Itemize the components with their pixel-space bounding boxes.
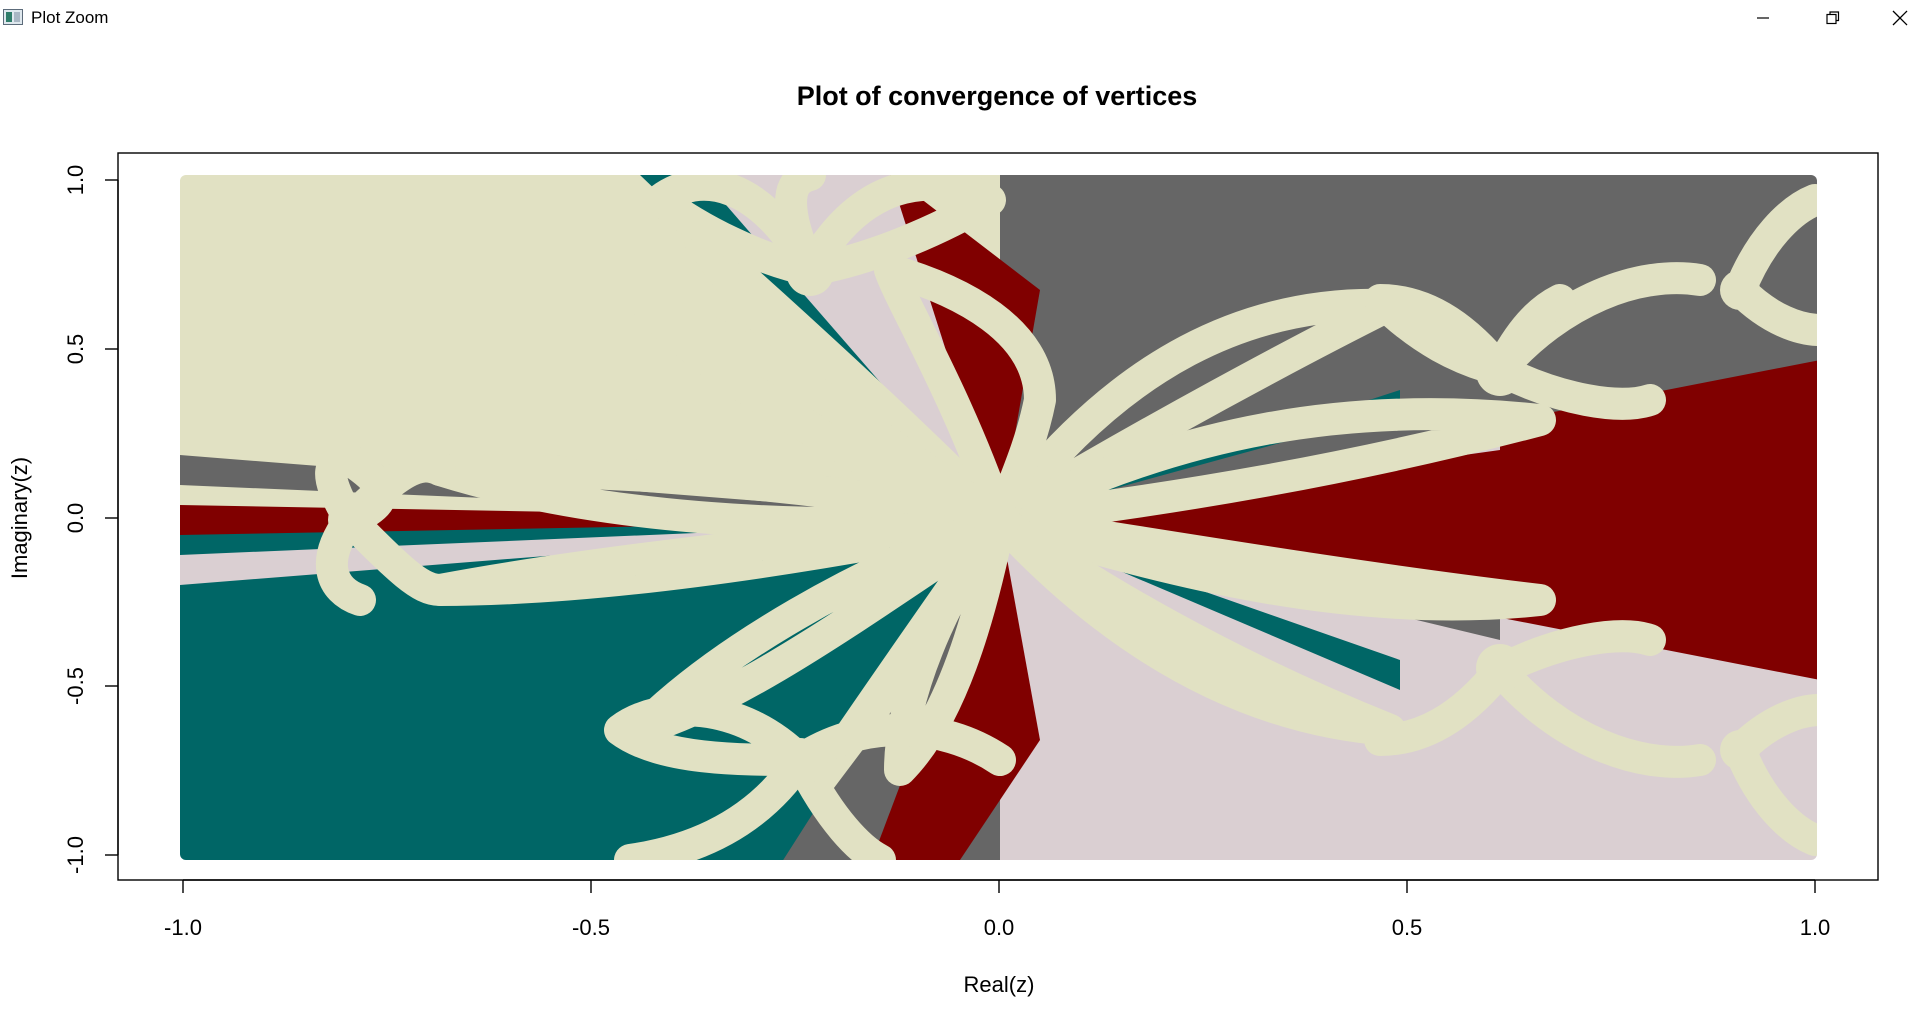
x-tick-label: 0.0 <box>984 915 1015 940</box>
close-button[interactable] <box>1865 0 1920 36</box>
x-axis <box>182 879 1816 893</box>
x-tick-label: 0.5 <box>1392 915 1423 940</box>
fan-red-upper <box>890 175 1040 520</box>
minimize-icon <box>1757 17 1769 19</box>
y-tick-label: 0.5 <box>63 334 88 365</box>
x-tick-label: -1.0 <box>164 915 202 940</box>
boundary-blobs <box>328 248 1760 786</box>
minimize-button[interactable] <box>1728 0 1798 36</box>
app-icon <box>3 9 23 25</box>
x-tick-label: -0.5 <box>572 915 610 940</box>
region-darkred-right <box>1000 360 1817 680</box>
y-axis-label: Imaginary(z) <box>7 457 32 579</box>
y-tick-label: -1.0 <box>63 836 88 874</box>
y-tick-label: 1.0 <box>63 165 88 196</box>
y-axis <box>105 179 119 856</box>
close-icon <box>1892 10 1908 26</box>
x-tick-label: 1.0 <box>1800 915 1831 940</box>
y-tick-label: 0.0 <box>63 503 88 534</box>
title-bar[interactable]: Plot Zoom <box>0 0 1920 36</box>
restore-button[interactable] <box>1798 0 1868 36</box>
fractal-region <box>180 175 1817 860</box>
restore-icon <box>1826 11 1840 25</box>
window-title: Plot Zoom <box>31 8 109 27</box>
plot-title: Plot of convergence of vertices <box>797 81 1198 111</box>
y-tick-label: -0.5 <box>63 667 88 705</box>
x-axis-label: Real(z) <box>964 972 1035 997</box>
